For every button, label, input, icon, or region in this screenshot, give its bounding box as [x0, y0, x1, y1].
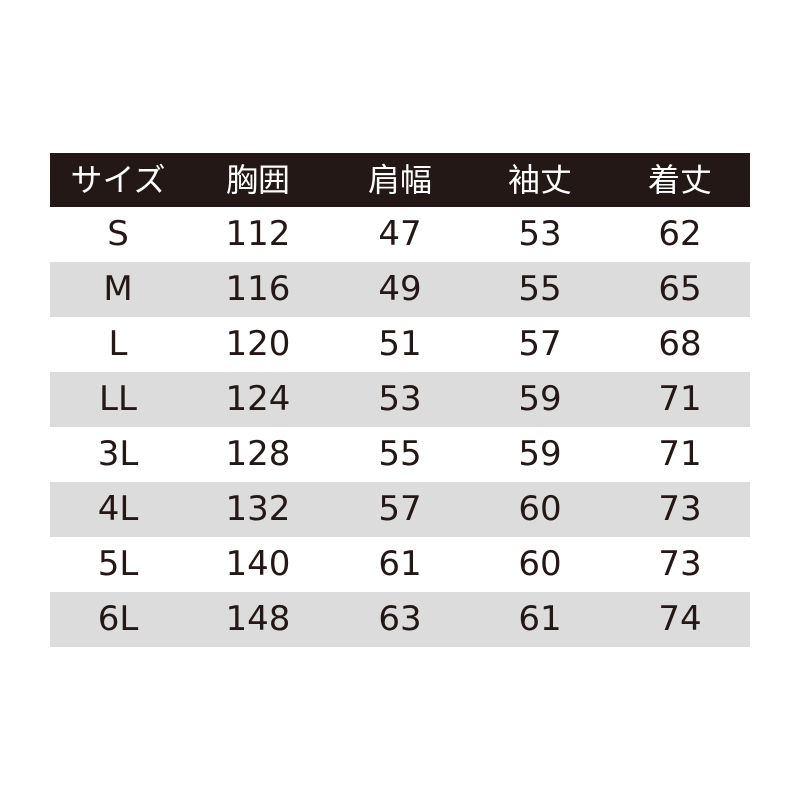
size-chart-table: サイズ 胸囲 肩幅 袖丈 着丈 S 112 47 53 62 M 116 49 55 65 L 120 51 57 6…	[50, 153, 750, 647]
table-cell: 55	[518, 269, 562, 309]
table-cell: 61	[518, 599, 562, 639]
table-cell: L	[108, 324, 128, 364]
table-cell: 73	[658, 544, 702, 584]
table-cell: 60	[518, 544, 562, 584]
table-row: 4L 132 57 60 73	[50, 482, 750, 537]
table-cell: 148	[225, 599, 291, 639]
table-cell: 57	[518, 324, 562, 364]
column-header: 袖丈	[507, 161, 572, 199]
table-cell: 124	[225, 379, 291, 419]
table-cell: 47	[378, 214, 422, 254]
table-cell: 3L	[97, 434, 139, 474]
table-cell: 73	[658, 489, 702, 529]
table-row: LL 124 53 59 71	[50, 372, 750, 427]
table-cell: 74	[658, 599, 702, 639]
table-row: L 120 51 57 68	[50, 317, 750, 372]
table-cell: 60	[518, 489, 562, 529]
table-cell: 6L	[97, 599, 139, 639]
table-cell: 132	[225, 489, 291, 529]
table-cell: 68	[658, 324, 702, 364]
table-cell: 112	[225, 214, 291, 254]
table-cell: 140	[225, 544, 291, 584]
table-cell: 59	[518, 379, 562, 419]
table-cell: 65	[658, 269, 702, 309]
table-cell: 49	[378, 269, 422, 309]
table-cell: 71	[658, 434, 702, 474]
table-cell: 63	[378, 599, 422, 639]
table-cell: 61	[378, 544, 422, 584]
column-header: 肩幅	[367, 161, 432, 199]
column-header: 胸囲	[225, 161, 290, 199]
table-row: 5L 140 61 60 73	[50, 537, 750, 592]
table-cell: 128	[225, 434, 291, 474]
table-cell: M	[103, 269, 133, 309]
table-cell: 116	[225, 269, 291, 309]
table-cell: 59	[518, 434, 562, 474]
table-cell: 71	[658, 379, 702, 419]
table-row: 3L 128 55 59 71	[50, 427, 750, 482]
table-cell: 4L	[97, 489, 139, 529]
column-header: サイズ	[70, 161, 166, 199]
header-row: サイズ 胸囲 肩幅 袖丈 着丈	[50, 153, 750, 207]
table-cell: 120	[225, 324, 291, 364]
table-cell: 53	[518, 214, 562, 254]
table-cell: 53	[378, 379, 422, 419]
table-cell: S	[107, 214, 129, 254]
table-cell: 57	[378, 489, 422, 529]
table-row: M 116 49 55 65	[50, 262, 750, 317]
table-cell: 5L	[97, 544, 139, 584]
table-row: 6L 148 63 61 74	[50, 592, 750, 647]
table-cell: LL	[99, 379, 137, 419]
table-cell: 62	[658, 214, 702, 254]
column-header: 着丈	[647, 161, 712, 199]
table-cell: 51	[378, 324, 422, 364]
table-cell: 55	[378, 434, 422, 474]
table-row: S 112 47 53 62	[50, 207, 750, 262]
